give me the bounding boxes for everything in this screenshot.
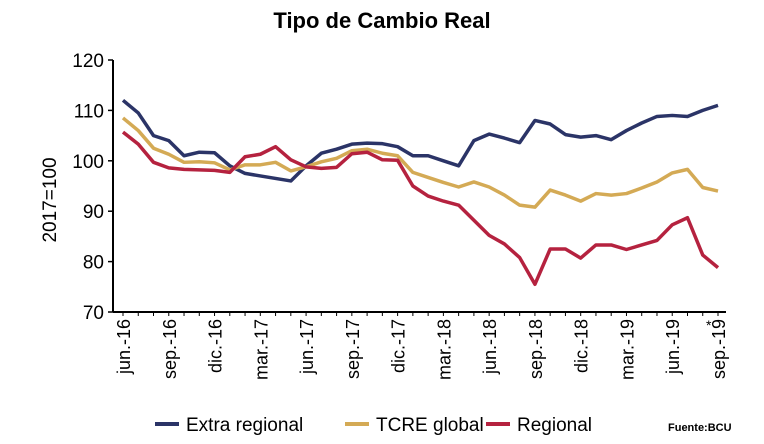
y-axis-label: 2017=100 xyxy=(40,157,61,242)
x-tick-label: mar.-17 xyxy=(251,319,271,380)
y-tick-label: 110 xyxy=(74,101,104,122)
x-tick-label: sep.-16 xyxy=(160,319,180,379)
x-tick-label: jun.-18 xyxy=(480,319,500,375)
legend-label: Regional xyxy=(517,415,592,436)
x-tick-label: jun.-19 xyxy=(663,319,683,375)
series-lines xyxy=(121,98,720,287)
x-axis: jun.-16 sep.-16 dic.-16 mar.-17 jun.-17 sep.-… xyxy=(113,311,729,380)
y-tick-label: 70 xyxy=(83,303,104,324)
x-tick-label: sep.-18 xyxy=(526,319,546,379)
x-tick-label: jun.-16 xyxy=(114,319,134,375)
source-note: Fuente:BCU xyxy=(668,422,732,434)
legend: Extra regional TCRE global Regional xyxy=(155,415,592,436)
series-line-tcre-global xyxy=(121,116,719,209)
annotation-asterisk: * xyxy=(706,317,712,333)
x-tick-label: dic.-18 xyxy=(572,319,592,373)
y-tick-label: 100 xyxy=(72,152,104,173)
x-tick-label: mar.-18 xyxy=(434,319,454,380)
y-axis: 70 80 90 100 110 120 xyxy=(72,51,114,324)
y-tick-label: 80 xyxy=(83,253,104,274)
x-tick-label: dic.-17 xyxy=(389,319,409,373)
x-tick-label: mar.-19 xyxy=(617,319,637,380)
y-tick-label: 90 xyxy=(83,202,104,223)
x-tick-label: sep.-19 xyxy=(709,319,729,379)
series-line-extra-regional xyxy=(121,98,719,183)
legend-label: Extra regional xyxy=(186,415,303,436)
legend-label: TCRE global xyxy=(376,415,484,436)
chart-title: Tipo de Cambio Real xyxy=(273,8,490,33)
y-tick-label: 120 xyxy=(72,51,104,72)
x-tick-label: jun.-17 xyxy=(297,319,317,375)
series-line-regional xyxy=(121,130,720,287)
x-tick-label: sep.-17 xyxy=(343,319,363,379)
x-tick-label: dic.-16 xyxy=(206,319,226,373)
